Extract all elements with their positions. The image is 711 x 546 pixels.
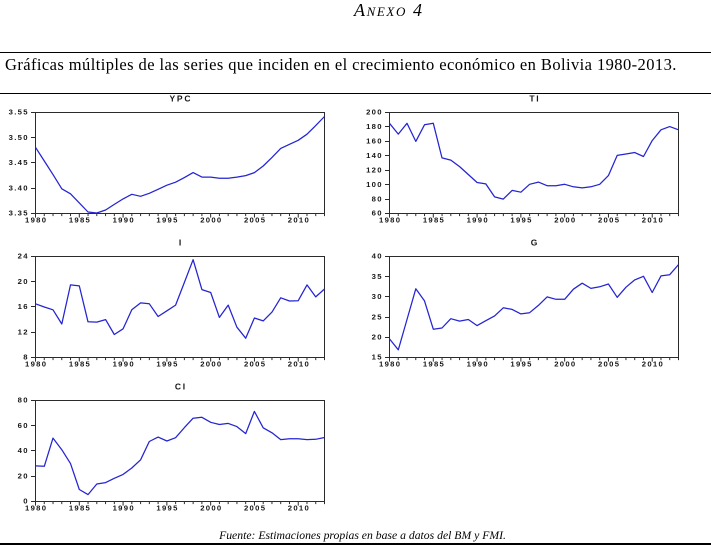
svg-text:24: 24: [18, 252, 29, 261]
svg-text:1985: 1985: [423, 216, 445, 225]
svg-text:1990: 1990: [467, 216, 489, 225]
svg-text:80: 80: [18, 396, 29, 405]
svg-text:2005: 2005: [244, 216, 266, 225]
svg-text:G: G: [531, 237, 539, 247]
svg-text:2005: 2005: [598, 360, 620, 369]
svg-text:180: 180: [366, 122, 383, 131]
svg-text:15: 15: [372, 353, 383, 362]
svg-text:60: 60: [372, 209, 383, 218]
svg-text:1980: 1980: [25, 216, 47, 225]
svg-text:2000: 2000: [200, 360, 222, 369]
svg-text:1985: 1985: [69, 360, 91, 369]
svg-text:20: 20: [18, 277, 29, 286]
svg-text:1985: 1985: [69, 504, 91, 513]
svg-text:1990: 1990: [467, 360, 489, 369]
svg-text:1980: 1980: [25, 360, 47, 369]
svg-text:2010: 2010: [288, 216, 310, 225]
svg-text:CI: CI: [175, 381, 187, 391]
svg-text:25: 25: [372, 312, 383, 321]
svg-text:2010: 2010: [288, 504, 310, 513]
svg-text:20: 20: [372, 333, 383, 342]
svg-text:8: 8: [23, 353, 29, 362]
svg-text:1995: 1995: [510, 360, 532, 369]
svg-text:2000: 2000: [554, 216, 576, 225]
svg-text:80: 80: [372, 194, 383, 203]
svg-text:16: 16: [18, 302, 29, 311]
svg-text:1980: 1980: [25, 504, 47, 513]
svg-text:2000: 2000: [200, 216, 222, 225]
svg-text:3.45: 3.45: [9, 158, 29, 167]
svg-text:40: 40: [18, 446, 29, 455]
svg-text:1990: 1990: [113, 360, 135, 369]
svg-text:1980: 1980: [379, 216, 401, 225]
svg-text:30: 30: [372, 292, 383, 301]
svg-text:2010: 2010: [288, 360, 310, 369]
svg-text:1995: 1995: [510, 216, 532, 225]
svg-text:2005: 2005: [598, 216, 620, 225]
svg-text:1985: 1985: [423, 360, 445, 369]
svg-text:60: 60: [18, 421, 29, 430]
svg-text:TI: TI: [529, 93, 540, 103]
svg-text:I: I: [179, 237, 183, 247]
svg-text:2005: 2005: [244, 360, 266, 369]
svg-text:1990: 1990: [113, 216, 135, 225]
svg-text:1980: 1980: [379, 360, 401, 369]
svg-text:2010: 2010: [642, 216, 664, 225]
svg-text:1995: 1995: [156, 360, 178, 369]
svg-text:3.40: 3.40: [9, 184, 29, 193]
svg-text:2000: 2000: [200, 504, 222, 513]
svg-text:1990: 1990: [113, 504, 135, 513]
svg-text:35: 35: [372, 272, 383, 281]
svg-text:20: 20: [18, 471, 29, 480]
svg-text:0: 0: [23, 497, 29, 506]
svg-text:12: 12: [18, 327, 29, 336]
svg-text:3.55: 3.55: [9, 108, 29, 117]
svg-text:3.50: 3.50: [9, 133, 29, 142]
svg-text:2005: 2005: [244, 504, 266, 513]
svg-text:200: 200: [366, 108, 383, 117]
svg-text:3.35: 3.35: [9, 209, 29, 218]
svg-text:YPC: YPC: [169, 93, 192, 103]
svg-text:2010: 2010: [642, 360, 664, 369]
svg-text:140: 140: [366, 151, 383, 160]
svg-text:1985: 1985: [69, 216, 91, 225]
svg-text:2000: 2000: [554, 360, 576, 369]
svg-text:1995: 1995: [156, 216, 178, 225]
svg-text:160: 160: [366, 137, 383, 146]
svg-text:1995: 1995: [156, 504, 178, 513]
svg-text:100: 100: [366, 180, 383, 189]
svg-text:120: 120: [366, 165, 383, 174]
svg-text:40: 40: [372, 252, 383, 261]
